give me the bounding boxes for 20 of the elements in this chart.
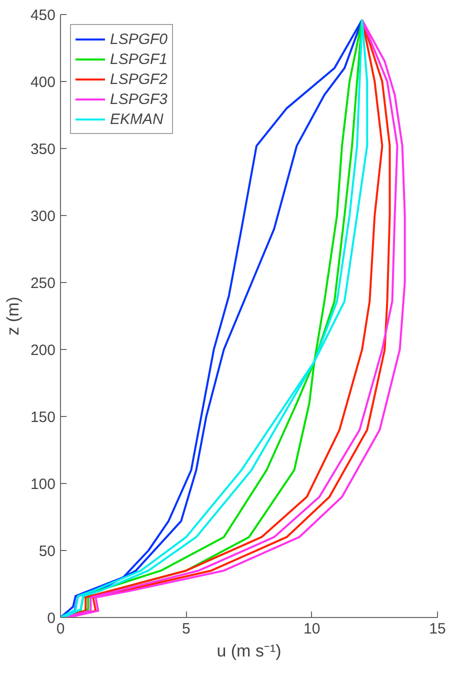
- y-tick-label: 200: [30, 342, 56, 359]
- y-tick-label: 400: [30, 74, 56, 91]
- legend-label: EKMAN: [110, 110, 164, 128]
- y-tick-label: 100: [30, 476, 56, 493]
- legend-label: LSPGF2: [110, 70, 168, 88]
- x-tick-label: 15: [429, 620, 446, 638]
- y-tick-label: 250: [30, 275, 56, 292]
- x-tick-label: 10: [303, 620, 320, 638]
- y-tick-label: 450: [30, 7, 56, 24]
- x-axis-title: u (m s⁻¹): [216, 642, 282, 660]
- y-tick-label: 50: [38, 543, 56, 560]
- y-tick-label: 300: [30, 208, 56, 225]
- legend-label: LSPGF3: [110, 90, 168, 108]
- y-tick-label: 350: [30, 141, 56, 158]
- x-tick-label: 5: [182, 620, 190, 638]
- y-tick-label: 0: [47, 610, 56, 627]
- legend-label: LSPGF1: [110, 50, 168, 68]
- legend-label: LSPGF0: [110, 30, 168, 48]
- y-axis-title: z (m): [3, 296, 22, 336]
- y-tick-label: 150: [30, 409, 56, 426]
